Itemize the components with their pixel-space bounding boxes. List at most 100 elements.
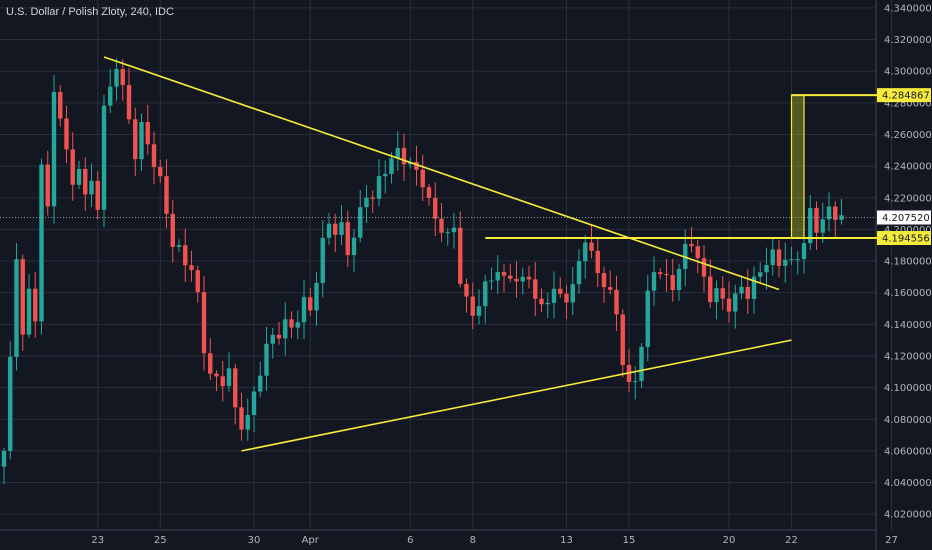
candle-body — [608, 287, 613, 290]
candle-body — [514, 278, 519, 282]
candle-body — [370, 197, 375, 199]
candle — [308, 287, 313, 316]
candle — [795, 251, 800, 275]
candle — [670, 258, 675, 302]
candle — [776, 240, 782, 278]
candle — [701, 244, 707, 292]
candle — [676, 263, 682, 301]
candle — [145, 104, 150, 155]
candle — [708, 259, 713, 308]
candle-body — [1, 450, 7, 467]
candle — [751, 266, 757, 314]
candle-body — [426, 187, 432, 198]
candle — [189, 250, 194, 282]
candle — [164, 159, 169, 229]
price-label: 4.194556 — [877, 231, 931, 246]
candle — [420, 154, 425, 202]
price-label-box — [877, 210, 931, 225]
candle — [508, 263, 513, 283]
candle — [445, 228, 450, 246]
candle-body — [658, 272, 663, 275]
candle-body — [76, 169, 82, 185]
candle-body — [95, 180, 100, 210]
candle — [226, 352, 232, 392]
candle-body — [401, 148, 407, 165]
candle-body — [439, 218, 444, 233]
candle-body — [814, 208, 819, 233]
candle — [45, 150, 50, 216]
candle-body — [208, 353, 213, 374]
candle-body — [495, 271, 500, 281]
candle-body — [620, 314, 625, 366]
candle-body — [158, 167, 163, 177]
candle-body — [476, 306, 482, 316]
y-tick-label: 4.300000 — [884, 67, 932, 78]
projection-box[interactable] — [790, 94, 805, 239]
candle-body — [26, 288, 32, 335]
candle — [620, 309, 625, 378]
candle-body — [64, 118, 69, 150]
candle-body — [614, 289, 619, 315]
time-axis[interactable]: 23 25 30 Apr 6 8 13 15 20 22 27 — [0, 529, 898, 546]
candle — [158, 159, 163, 184]
candle-body — [339, 222, 344, 235]
candle-body — [445, 232, 450, 234]
candle-body — [189, 265, 194, 271]
candle-body — [89, 180, 94, 195]
candle-body — [383, 173, 388, 177]
price-label-box — [877, 88, 931, 103]
candle — [26, 274, 32, 339]
candle-body — [533, 279, 538, 299]
candle — [214, 370, 219, 392]
candle — [451, 212, 457, 249]
candle-body — [551, 288, 557, 303]
candle-body — [364, 197, 369, 208]
candle — [739, 275, 744, 300]
candle — [770, 238, 775, 276]
candle-body — [20, 259, 25, 335]
candle-body — [633, 381, 638, 383]
candle — [414, 145, 419, 186]
price-axis[interactable]: 4.340000 4.320000 4.300000 4.280000 4.260000… — [875, 0, 932, 550]
upper-trendline[interactable] — [103, 56, 780, 291]
candle — [183, 228, 188, 283]
y-tick-label: 4.180000 — [884, 257, 932, 268]
grid — [0, 0, 892, 530]
candle — [520, 267, 525, 295]
candle-body — [308, 297, 313, 311]
candle-body — [670, 275, 675, 291]
x-tick-label: 6 — [407, 535, 413, 546]
y-tick-label: 4.080000 — [884, 415, 932, 426]
lower-trendline[interactable] — [241, 339, 792, 452]
candle-body — [120, 69, 125, 86]
candle-body — [276, 334, 282, 339]
candle-body — [195, 270, 200, 293]
candle-body — [433, 197, 438, 219]
candle — [651, 256, 657, 307]
candle-body — [326, 223, 332, 238]
candle-body — [451, 227, 457, 233]
candle-body — [251, 391, 257, 415]
candle-body — [239, 407, 244, 430]
candle-body — [33, 288, 38, 322]
candle — [326, 213, 332, 245]
candle — [551, 271, 557, 319]
candle — [564, 284, 569, 320]
candle-body — [695, 246, 700, 259]
candle — [70, 132, 75, 201]
candle — [645, 275, 650, 362]
candle — [239, 392, 244, 441]
candle — [714, 280, 719, 320]
price-label: 4.207520 — [877, 210, 931, 225]
candle — [33, 272, 38, 338]
candle — [376, 159, 382, 207]
candle — [595, 237, 600, 288]
candle-body — [651, 272, 657, 291]
candle-body — [464, 283, 469, 297]
candle — [358, 189, 363, 243]
candle-body — [720, 288, 725, 299]
candle-body — [733, 293, 738, 312]
candle — [833, 201, 838, 237]
candle — [726, 281, 732, 323]
